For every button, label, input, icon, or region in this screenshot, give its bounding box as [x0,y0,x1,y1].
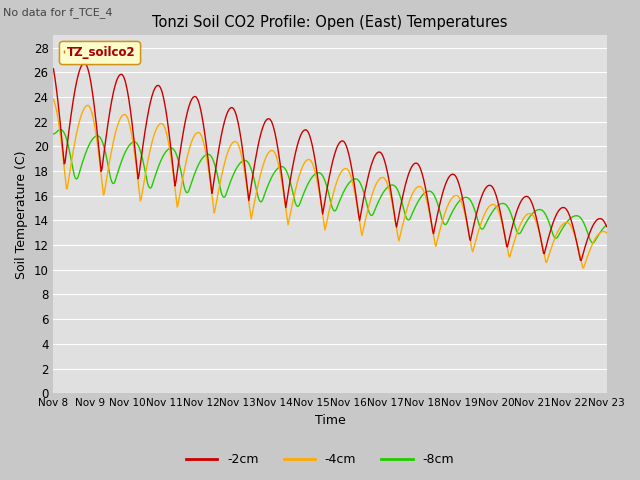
Text: No data for f_TCE_4: No data for f_TCE_4 [3,7,113,18]
Legend: -2cm, -4cm, -8cm: -2cm, -4cm, -8cm [181,448,459,471]
X-axis label: Time: Time [315,414,346,427]
Title: Tonzi Soil CO2 Profile: Open (East) Temperatures: Tonzi Soil CO2 Profile: Open (East) Temp… [152,15,508,30]
Legend: TZ_soilco2: TZ_soilco2 [60,41,140,64]
Y-axis label: Soil Temperature (C): Soil Temperature (C) [15,150,28,278]
